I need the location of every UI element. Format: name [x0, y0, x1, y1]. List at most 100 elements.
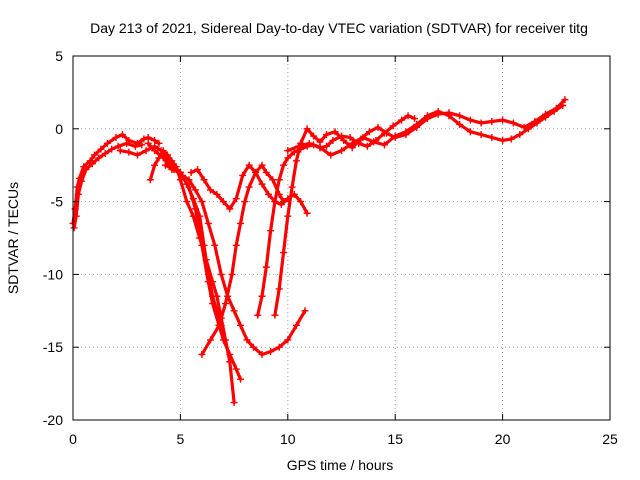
series-arc-6	[161, 161, 309, 358]
data-point	[179, 171, 187, 179]
data-point	[146, 176, 154, 184]
data-point	[322, 131, 330, 139]
data-point	[183, 180, 191, 188]
x-tick-label: 10	[280, 431, 296, 447]
data-point	[125, 148, 133, 156]
data-point	[82, 166, 90, 174]
data-point	[288, 183, 296, 191]
data-point	[269, 176, 277, 184]
series-arc-2	[70, 139, 146, 232]
data-point	[249, 343, 257, 351]
x-tick-label: 5	[177, 431, 185, 447]
data-point	[290, 148, 298, 156]
data-point	[78, 177, 86, 185]
data-point	[258, 180, 266, 188]
data-point	[550, 107, 558, 115]
data-point	[230, 307, 238, 315]
data-point	[271, 198, 279, 206]
series-line	[163, 163, 307, 357]
data-point	[198, 198, 206, 206]
data-point	[168, 157, 176, 165]
grid-layer	[73, 56, 610, 420]
data-point	[305, 139, 313, 147]
data-point	[245, 161, 253, 169]
y-tick-label: 5	[55, 48, 63, 64]
data-point	[88, 160, 96, 168]
data-point	[365, 128, 373, 136]
data-point	[380, 141, 388, 149]
data-point	[241, 198, 249, 206]
data-point	[118, 131, 126, 139]
data-point	[72, 212, 80, 220]
data-point	[90, 151, 98, 159]
y-tick-label: -10	[43, 266, 63, 282]
data-point	[237, 321, 245, 329]
data-point	[101, 150, 109, 158]
data-point	[509, 119, 517, 127]
data-point	[144, 139, 152, 147]
data-point	[303, 125, 311, 133]
data-point	[239, 171, 247, 179]
data-point	[213, 190, 221, 198]
data-point	[185, 176, 193, 184]
data-point	[116, 147, 124, 155]
data-point	[434, 107, 442, 115]
series-arc-10	[271, 96, 569, 319]
data-point	[413, 120, 421, 128]
data-point	[310, 132, 318, 140]
data-point	[202, 256, 210, 264]
data-point	[114, 142, 122, 150]
data-point	[338, 147, 345, 155]
data-point	[155, 154, 163, 162]
data-point	[209, 278, 217, 286]
data-point	[176, 176, 184, 184]
data-point	[140, 135, 148, 143]
data-point	[97, 145, 105, 153]
data-point	[267, 227, 275, 235]
data-point	[138, 141, 146, 149]
data-point	[340, 136, 348, 144]
data-point	[254, 311, 262, 319]
data-point	[258, 292, 266, 300]
data-point	[284, 212, 292, 220]
data-point	[217, 270, 225, 278]
data-point	[271, 311, 279, 319]
data-point	[284, 154, 292, 162]
data-point	[542, 113, 550, 121]
y-tick-label: -15	[43, 339, 63, 355]
data-point	[95, 154, 103, 162]
data-point	[391, 132, 399, 140]
data-point	[189, 195, 197, 203]
data-point	[222, 300, 230, 308]
data-point	[466, 128, 474, 136]
data-point	[524, 125, 532, 133]
data-point	[226, 358, 234, 366]
data-point	[559, 102, 567, 110]
data-point	[456, 112, 464, 120]
data-point	[275, 343, 283, 351]
data-point	[206, 336, 214, 344]
data-point	[112, 134, 120, 142]
data-point	[108, 145, 116, 153]
data-point	[561, 96, 569, 104]
series-arc-7	[187, 161, 311, 217]
data-point	[297, 198, 305, 206]
data-point	[316, 144, 324, 152]
data-point	[151, 147, 159, 155]
data-point	[466, 116, 474, 124]
data-point	[301, 307, 309, 315]
y-axis-label: SDTVAR / TECUs	[5, 182, 21, 294]
data-point	[280, 161, 288, 169]
data-point	[228, 270, 236, 278]
data-point	[445, 112, 453, 120]
data-point	[363, 142, 371, 150]
data-point	[370, 138, 378, 146]
x-tick-label: 15	[387, 431, 403, 447]
x-tick-label: 0	[69, 431, 77, 447]
data-point	[206, 186, 214, 194]
data-point	[374, 123, 382, 131]
data-point	[275, 176, 283, 184]
data-point	[280, 249, 288, 257]
data-point	[477, 119, 485, 127]
data-point	[329, 136, 337, 144]
